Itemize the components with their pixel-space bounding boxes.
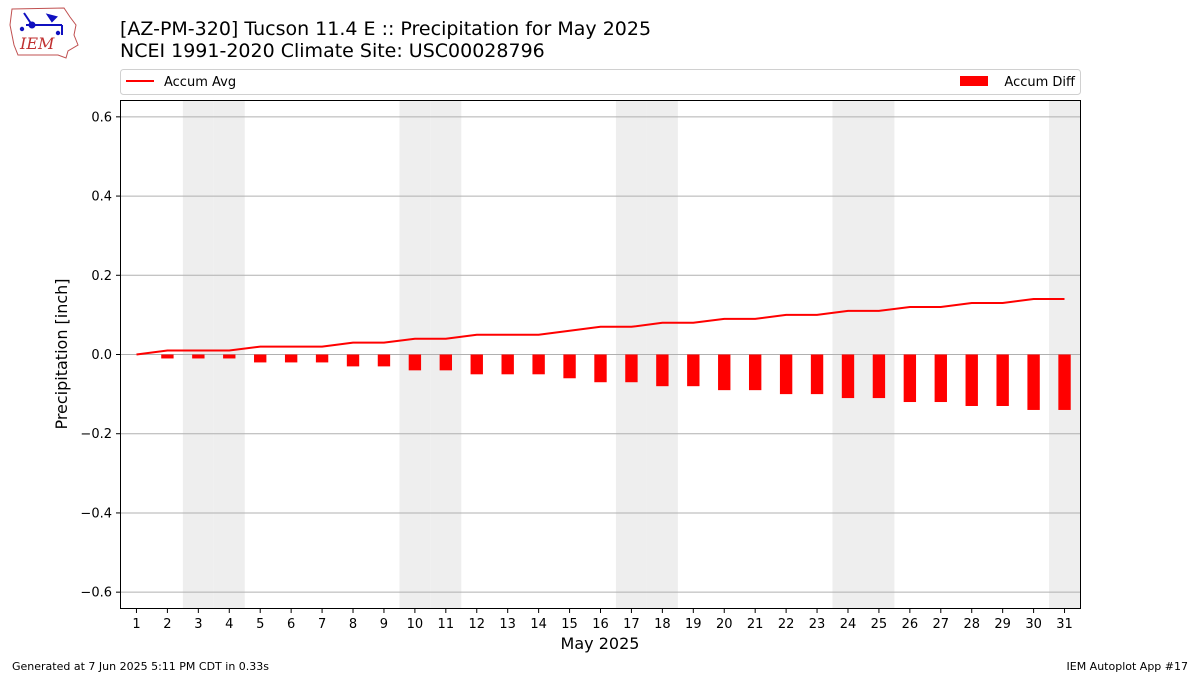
accum-diff-bar: [470, 354, 483, 375]
x-tick-label: 21: [747, 617, 764, 632]
y-axis-label: Precipitation [inch]: [52, 278, 71, 429]
accum-diff-bar: [377, 354, 391, 367]
accum-diff-bar: [315, 354, 329, 363]
x-tick-label: 25: [871, 617, 888, 632]
gridlines: [121, 116, 1080, 593]
accum-diff-bar: [1027, 354, 1040, 410]
accum-diff-bar: [779, 354, 793, 395]
x-tick-label: 29: [994, 617, 1011, 632]
x-axis: 1 2 3 4 5 6 7 8 9 10 11 12 13 14 15 16 17 18 19 20 21 22 23 24 2…: [132, 608, 1073, 632]
x-tick-label: 20: [716, 617, 733, 632]
accum-diff-bar: [223, 354, 236, 359]
accum-diff-bar: [192, 354, 205, 359]
y-axis: 0.6 0.4 0.2 0.0 −0.2 −0.4 −0.6: [80, 110, 121, 601]
x-tick-label: 1: [132, 617, 140, 632]
x-tick-label: 7: [318, 617, 326, 632]
accum-diff-bar: [161, 354, 174, 359]
accum-diff-bar: [965, 354, 978, 406]
x-tick-label: 26: [902, 617, 919, 632]
x-tick-label: 6: [287, 617, 295, 632]
accum-diff-bar: [718, 354, 731, 391]
accum-diff-bar: [687, 354, 700, 387]
iowa-state-outline: [9, 7, 79, 59]
accum-diff-bar: [810, 354, 824, 395]
x-tick-label: 15: [561, 617, 578, 632]
x-tick-label: 24: [840, 617, 857, 632]
y-tick-label: 0.6: [91, 110, 112, 125]
x-tick-label: 23: [809, 617, 826, 632]
x-tick-label: 9: [380, 617, 388, 632]
accum-diff-bar: [532, 354, 545, 375]
y-tick-label: 0.4: [91, 190, 112, 205]
x-tick-label: 19: [685, 617, 702, 632]
weather-station-icon: [19, 12, 63, 36]
accum-diff-bar: [254, 354, 267, 363]
x-tick-label: 2: [163, 617, 171, 632]
accum-diff-bar: [872, 354, 886, 399]
accum-diff-bar: [996, 354, 1009, 406]
accum-diff-bar: [346, 354, 360, 367]
accum-diff-bar: [501, 354, 514, 375]
x-tick-label: 16: [592, 617, 609, 632]
x-axis-label: May 2025: [561, 634, 640, 653]
legend-bar-label: Accum Diff: [1004, 75, 1076, 90]
logo-text: IEM: [19, 34, 55, 53]
legend-bar-swatch: [960, 76, 988, 86]
y-tick-label: −0.6: [80, 586, 112, 601]
accum-diff-bar: [594, 354, 607, 383]
footer-generated-text: Generated at 7 Jun 2025 5:11 PM CDT in 0…: [12, 660, 270, 673]
x-tick-label: 13: [499, 617, 516, 632]
weekend-bands: [182, 101, 1080, 608]
accum-diff-bar: [1058, 354, 1071, 410]
y-tick-label: −0.2: [80, 427, 112, 442]
accum-diff-bars: [161, 354, 1071, 410]
legend-line-label: Accum Avg: [164, 75, 236, 90]
x-tick-label: 17: [623, 617, 640, 632]
x-tick-label: 4: [225, 617, 233, 632]
accum-diff-bar: [934, 354, 947, 403]
accum-diff-bar: [439, 354, 453, 371]
accum-diff-bar: [656, 354, 669, 387]
x-tick-label: 12: [468, 617, 485, 632]
x-tick-label: 28: [963, 617, 980, 632]
accum-diff-bar: [408, 354, 422, 371]
accum-diff-bar: [903, 354, 917, 403]
x-tick-label: 5: [256, 617, 264, 632]
legend-box: [120, 69, 1081, 95]
x-tick-label: 8: [349, 617, 357, 632]
y-tick-label: 0.2: [91, 269, 112, 284]
y-tick-label: 0.0: [91, 348, 112, 363]
chart-title-line-2: NCEI 1991-2020 Climate Site: USC00028796: [120, 40, 545, 62]
x-tick-label: 22: [778, 617, 795, 632]
footer-app-text: IEM Autoplot App #17: [1066, 660, 1189, 673]
x-tick-label: 18: [654, 617, 671, 632]
accum-diff-bar: [284, 354, 298, 363]
accum-diff-bar: [563, 354, 576, 379]
accum-avg-line-group: [136, 298, 1065, 356]
x-tick-label: 27: [933, 617, 950, 632]
x-tick-label: 31: [1056, 617, 1073, 632]
accum-diff-bar: [625, 354, 638, 383]
x-tick-label: 14: [530, 617, 547, 632]
accum-avg-line: [136, 298, 1065, 356]
accum-diff-bar: [841, 354, 855, 399]
legend: Accum Avg Accum Diff: [120, 69, 1081, 95]
x-tick-label: 30: [1025, 617, 1042, 632]
chart-title-line-1: [AZ-PM-320] Tucson 11.4 E :: Precipitati…: [120, 18, 652, 40]
accum-diff-bar: [748, 354, 762, 391]
x-tick-label: 11: [438, 617, 455, 632]
y-tick-label: −0.4: [80, 506, 112, 521]
x-tick-label: 10: [407, 617, 424, 632]
iem-logo: IEM: [9, 7, 79, 59]
x-tick-label: 3: [194, 617, 202, 632]
